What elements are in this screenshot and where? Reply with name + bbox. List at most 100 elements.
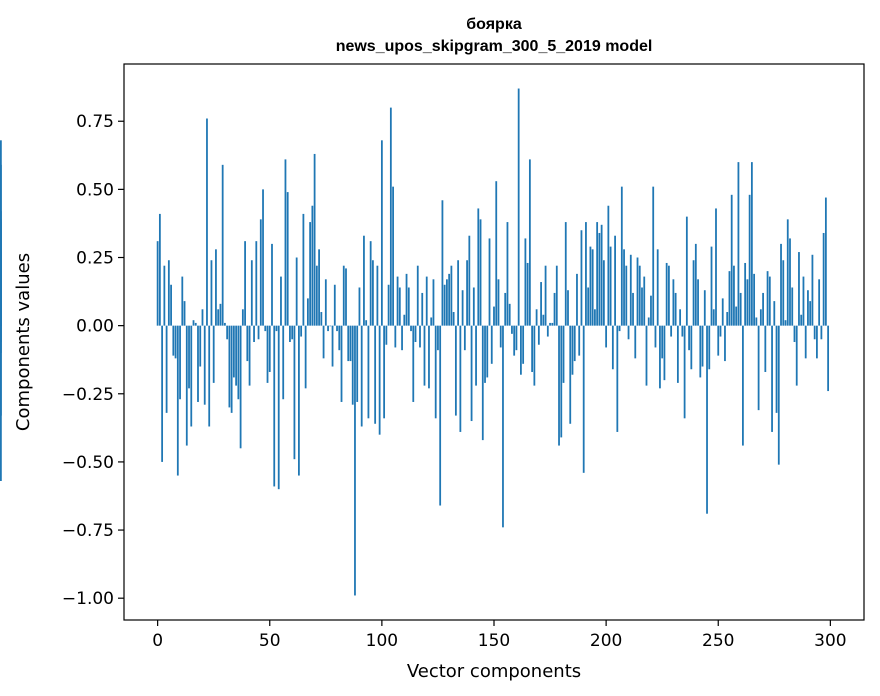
bar-27 (217, 309, 220, 326)
bar-122 (430, 317, 433, 326)
bar-253 (724, 325, 726, 362)
bar-123 (432, 279, 435, 326)
bar-149 (490, 325, 493, 364)
bar-262 (744, 262, 747, 326)
bar-12 (183, 301, 186, 326)
y-tick-label: −0.25 (62, 385, 114, 405)
bar-0 (156, 241, 159, 326)
bar-128 (443, 284, 446, 326)
bar-29 (221, 164, 224, 326)
bar-274 (771, 325, 773, 432)
bar-232 (676, 325, 679, 383)
bar-158 (511, 325, 513, 334)
bar-269 (759, 309, 762, 326)
bar-152 (497, 279, 500, 326)
bar-207 (620, 186, 623, 326)
bar-263 (746, 279, 749, 326)
bar-223 (656, 249, 659, 326)
bar-44 (255, 241, 258, 326)
bar-193 (589, 246, 592, 326)
bar-201 (607, 205, 610, 326)
bar-41 (248, 325, 251, 386)
bar-55 (280, 276, 282, 326)
bar-186 (573, 325, 576, 362)
bar-135 (459, 325, 462, 432)
bar-92 (363, 235, 365, 326)
bar-121 (428, 325, 430, 389)
bar-257 (733, 265, 735, 326)
bar-64 (300, 325, 303, 337)
bar-212 (632, 292, 634, 326)
bar-182 (564, 222, 567, 326)
bar-185 (571, 325, 574, 375)
bar-194 (591, 249, 594, 326)
bar-254 (726, 312, 729, 326)
bar-48 (264, 325, 267, 332)
bar-49 (266, 325, 269, 383)
bar-87 (351, 325, 354, 405)
bar-83 (342, 265, 345, 326)
bar-208 (623, 249, 625, 326)
y-tick-label: 0.75 (76, 112, 114, 132)
bar-165 (526, 262, 529, 326)
bar-143 (477, 208, 480, 326)
bar-95 (369, 241, 372, 326)
bar-264 (748, 194, 751, 326)
bar-203 (611, 325, 614, 370)
bar-236 (685, 216, 688, 326)
bar-70 (313, 153, 316, 326)
bar-142 (475, 325, 477, 386)
bar-22 (206, 118, 208, 326)
bar-24 (210, 260, 213, 326)
bar-30 (224, 322, 226, 326)
x-tick-label: 250 (702, 631, 734, 651)
bar-undefined (0, 219, 2, 326)
x-tick-label: 150 (478, 631, 510, 651)
bar-58 (286, 192, 289, 326)
bar-279 (782, 260, 785, 326)
bar-225 (661, 325, 664, 359)
bar-293 (813, 325, 816, 340)
x-tick-label: 50 (259, 631, 281, 651)
bar-192 (587, 287, 590, 326)
bar-216 (641, 287, 643, 326)
bar-139 (468, 235, 471, 326)
bar-91 (360, 325, 363, 427)
plot-frame (123, 63, 865, 621)
bar-171 (540, 282, 542, 326)
bar-239 (692, 260, 695, 326)
bar-297 (822, 232, 825, 326)
y-tick-label: 0.25 (76, 249, 114, 269)
bar-42 (250, 260, 253, 326)
bar-170 (537, 325, 540, 345)
bar-109 (401, 325, 403, 351)
bar-11 (181, 276, 184, 326)
bar-157 (508, 303, 511, 326)
y-tick-label: −0.75 (62, 521, 114, 541)
bar-252 (721, 298, 724, 326)
bar-8 (174, 325, 177, 359)
bar-222 (654, 325, 657, 348)
bar-283 (791, 287, 794, 326)
bar-10 (179, 325, 181, 400)
bar-36 (237, 325, 240, 400)
bar-233 (679, 309, 682, 326)
bar-69 (311, 205, 314, 326)
bar-118 (421, 292, 424, 326)
bar-21 (203, 325, 206, 405)
bar-5 (167, 260, 170, 326)
bar-298 (824, 197, 827, 326)
bar-235 (683, 325, 686, 419)
bar-224 (659, 325, 661, 389)
x-tick-label: 0 (152, 631, 163, 651)
bar-31 (226, 325, 229, 340)
bar-111 (405, 273, 408, 326)
bar-18 (197, 325, 199, 402)
bar-245 (706, 325, 708, 514)
bar-188 (578, 325, 581, 356)
bar-9 (176, 325, 179, 476)
bar-120 (425, 276, 428, 326)
bar-127 (441, 200, 444, 326)
bar-284 (793, 325, 796, 342)
bar-277 (777, 325, 780, 465)
